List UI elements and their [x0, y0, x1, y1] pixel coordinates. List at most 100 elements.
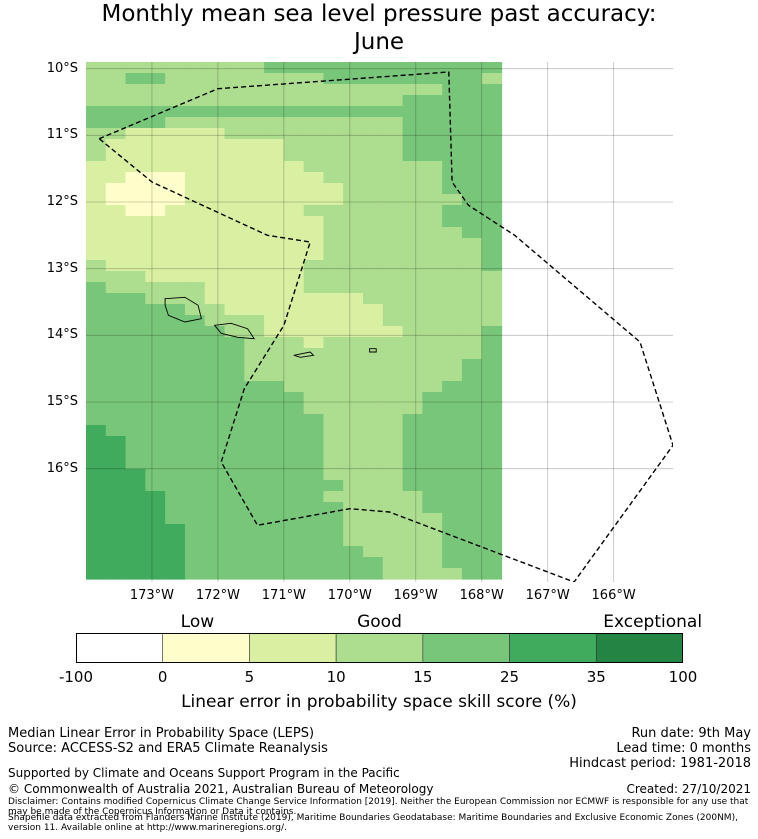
grid-cell	[184, 315, 206, 327]
grid-cell	[402, 62, 423, 74]
grid-cell	[343, 194, 364, 206]
grid-cell	[283, 172, 305, 184]
grid-cell	[363, 425, 384, 437]
colorbar-bin	[422, 633, 510, 663]
grid-cell	[461, 227, 483, 239]
grid-cell	[363, 502, 384, 514]
grid-cell	[165, 447, 186, 459]
grid-cell	[363, 128, 384, 140]
grid-cell	[224, 469, 245, 481]
grid-cell	[402, 502, 423, 514]
grid-cell	[224, 381, 245, 393]
grid-cell	[461, 502, 483, 514]
grid-cell	[343, 139, 364, 151]
grid-cell	[481, 260, 503, 272]
grid-cell	[204, 84, 226, 96]
grid-cell	[204, 337, 226, 349]
grid-cell	[422, 194, 443, 206]
grid-cell	[303, 568, 325, 580]
grid-cell	[264, 216, 285, 228]
grid-cell	[145, 414, 166, 426]
grid-cell	[283, 238, 305, 250]
grid-cell	[204, 447, 226, 459]
grid-cell	[264, 227, 285, 239]
grid-cell	[165, 139, 186, 151]
grid-cell	[303, 392, 325, 404]
grid-cell	[442, 216, 463, 228]
grid-cell	[303, 535, 325, 547]
grid-cell	[402, 425, 423, 437]
grid-cell	[204, 95, 226, 107]
grid-cell	[184, 458, 206, 470]
grid-cell	[323, 183, 344, 195]
grid-cell	[363, 469, 384, 481]
grid-cell	[264, 128, 285, 140]
grid-cell	[244, 337, 265, 349]
grid-cell	[382, 150, 404, 162]
grid-cell	[363, 557, 384, 569]
grid-cell	[303, 403, 325, 415]
grid-cell	[481, 117, 503, 129]
grid-cell	[184, 249, 206, 261]
grid-cell	[402, 271, 423, 283]
grid-cell	[125, 425, 146, 437]
grid-cell	[422, 458, 443, 470]
grid-cell	[125, 359, 146, 371]
grid-cell	[184, 73, 206, 85]
grid-cell	[481, 227, 503, 239]
grid-cell	[165, 480, 186, 492]
grid-cell	[461, 183, 483, 195]
grid-cell	[283, 128, 305, 140]
grid-cell	[224, 304, 245, 316]
grid-cell	[204, 172, 226, 184]
grid-cell	[86, 271, 107, 283]
grid-cell	[86, 128, 107, 140]
grid-cell	[264, 557, 285, 569]
grid-cell	[264, 238, 285, 250]
grid-cell	[442, 524, 463, 536]
grid-cell	[145, 392, 166, 404]
grid-cell	[86, 172, 107, 184]
grid-cell	[323, 249, 344, 261]
grid-cell	[382, 392, 404, 404]
grid-cell	[442, 150, 463, 162]
grid-cell	[244, 73, 265, 85]
island-outline	[369, 348, 377, 353]
grid-cell	[461, 304, 483, 316]
grid-cell	[283, 84, 305, 96]
grid-cell	[303, 337, 325, 349]
grid-cell	[442, 293, 463, 305]
grid-cell	[145, 62, 166, 74]
colorbar	[76, 633, 683, 663]
grid-cell	[343, 491, 364, 503]
grid-cell	[105, 161, 127, 173]
coastlines	[164, 296, 377, 358]
grid-cell	[382, 546, 404, 558]
grid-cell	[204, 315, 226, 327]
grid-cell	[105, 480, 127, 492]
grid-cell	[145, 326, 166, 338]
grid-cell	[422, 392, 443, 404]
grid-cell	[422, 469, 443, 481]
grid-cell	[244, 480, 265, 492]
grid-cell	[363, 326, 384, 338]
grid-cell	[224, 139, 245, 151]
grid-cell	[323, 535, 344, 547]
grid-cell	[264, 205, 285, 217]
grid-cell	[125, 469, 146, 481]
grid-cell	[105, 304, 127, 316]
grid-cell	[86, 447, 107, 459]
grid-cell	[481, 502, 503, 514]
grid-cell	[442, 447, 463, 459]
grid-cell	[382, 348, 404, 360]
grid-cell	[283, 62, 305, 74]
grid-cell	[363, 216, 384, 228]
grid-cell	[283, 183, 305, 195]
grid-cell	[184, 282, 206, 294]
grid-cell	[204, 425, 226, 437]
grid-cell	[481, 315, 503, 327]
grid-cell	[323, 546, 344, 558]
grid-cell	[125, 337, 146, 349]
grid-cell	[442, 139, 463, 151]
grid-cell	[86, 150, 107, 162]
